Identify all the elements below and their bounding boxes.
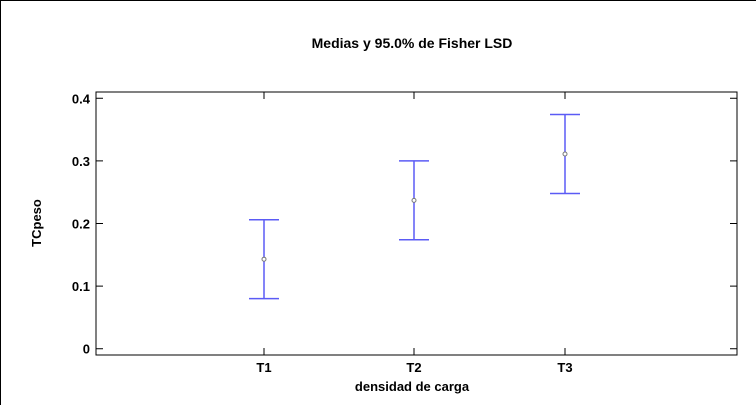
- x-tick-label: T2: [406, 360, 421, 375]
- y-tick-label: 0.4: [72, 91, 91, 106]
- x-axis-label: densidad de carga: [355, 379, 470, 394]
- x-tick-label: T1: [256, 360, 271, 375]
- mean-point: [562, 151, 568, 157]
- x-axis: T1 T2 T3: [256, 92, 573, 375]
- y-tick-label: 0.1: [72, 279, 90, 294]
- y-axis-label: TCpeso: [29, 199, 44, 247]
- mean-point: [261, 256, 267, 262]
- y-tick-label: 0.3: [72, 154, 90, 169]
- chart-title: Medias y 95.0% de Fisher LSD: [312, 35, 513, 51]
- x-tick-label: T3: [557, 360, 572, 375]
- mean-point: [411, 197, 417, 203]
- y-tick-label: 0.2: [72, 217, 90, 232]
- plot-marks: [249, 113, 580, 300]
- plot-area: [95, 91, 738, 356]
- y-axis: 0 0.1 0.2 0.3 0.4: [72, 91, 737, 357]
- y-tick-label: 0: [83, 342, 90, 357]
